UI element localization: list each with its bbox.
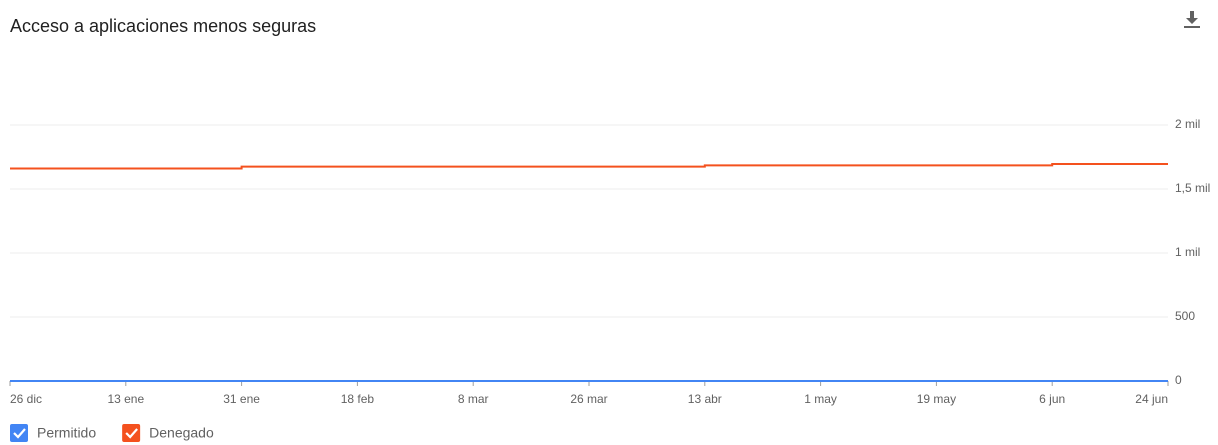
legend-label: Denegado: [149, 425, 214, 441]
download-button[interactable]: [1184, 11, 1200, 28]
x-tick-label: 31 ene: [223, 392, 260, 406]
download-icon-base: [1184, 26, 1200, 28]
x-tick-label: 6 jun: [1039, 392, 1065, 406]
x-tick-label: 13 ene: [107, 392, 144, 406]
x-tick-label: 1 may: [804, 392, 837, 406]
x-tick-label: 26 mar: [570, 392, 607, 406]
x-tick-label: 8 mar: [458, 392, 489, 406]
y-tick-label: 1 mil: [1175, 245, 1200, 259]
legend-label: Permitido: [37, 425, 96, 441]
legend-checkbox[interactable]: [122, 424, 141, 442]
y-tick-label: 1,5 mil: [1175, 181, 1210, 195]
y-tick-label: 0: [1175, 373, 1182, 387]
legend-check: [125, 428, 138, 439]
y-tick-label: 2 mil: [1175, 117, 1200, 131]
chart-title: Acceso a aplicaciones menos seguras: [10, 16, 316, 36]
legend-item[interactable]: Denegado: [122, 424, 214, 442]
data-line: [10, 163, 1168, 170]
x-tick-label: 18 feb: [341, 392, 375, 406]
download-icon: [1186, 11, 1198, 24]
legend-check: [13, 428, 26, 439]
x-tick-label: 26 dic: [10, 392, 42, 406]
y-tick-label: 500: [1175, 309, 1195, 323]
x-tick-label: 19 may: [917, 392, 956, 406]
x-tick-label: 24 jun: [1135, 392, 1168, 406]
legend-checkbox[interactable]: [10, 424, 28, 442]
legend-item[interactable]: Permitido: [10, 424, 96, 442]
x-tick-label: 13 abr: [688, 392, 722, 406]
